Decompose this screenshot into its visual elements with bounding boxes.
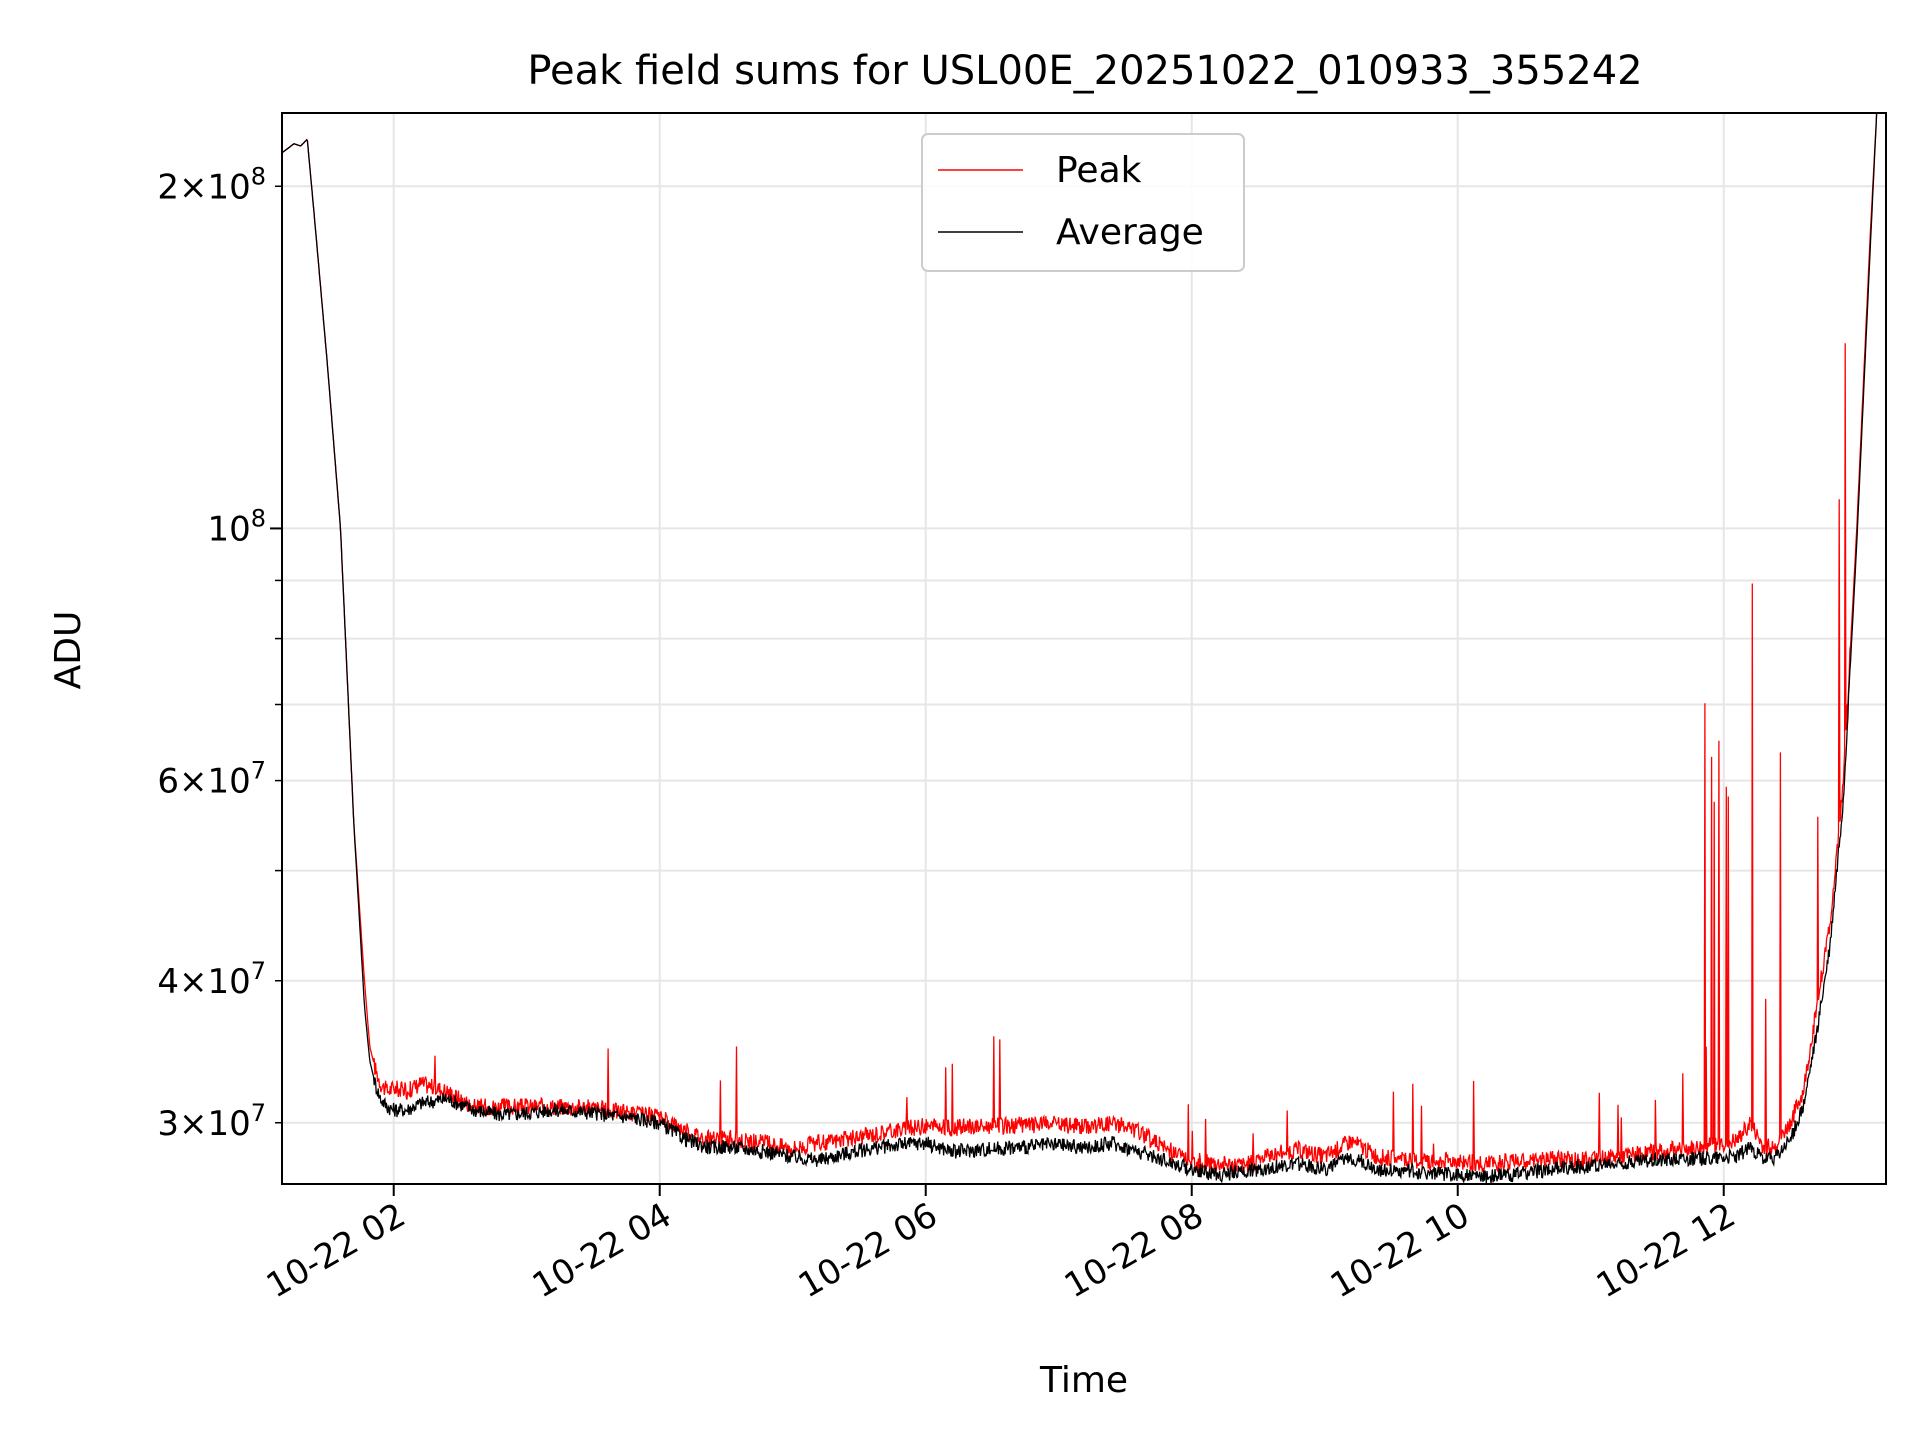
y-tick-label-minor: 4×107 <box>157 957 266 1002</box>
series-line-average <box>282 113 1886 1184</box>
y-tick-label-minor: 2×108 <box>157 162 266 207</box>
chart-title: Peak field sums for USL00E_20251022_0109… <box>527 48 1642 94</box>
y-axis-ticks: 108 3×107 4×107 6×107 2×108 <box>157 162 282 1144</box>
y-tick-label-minor: 6×107 <box>157 757 266 802</box>
plot-frame <box>281 112 1887 1185</box>
y-tick-label-minor: 3×107 <box>157 1099 266 1144</box>
legend: Peak Average <box>921 133 1245 272</box>
legend-label-peak: Peak <box>1056 150 1142 191</box>
legend-box <box>921 133 1245 272</box>
x-axis-label: Time <box>1039 1360 1128 1401</box>
y-tick-label-major: 108 <box>207 504 266 549</box>
y-axis-label: ADU <box>48 611 89 690</box>
series-layer <box>282 113 1886 1184</box>
legend-label-average: Average <box>1056 212 1204 253</box>
